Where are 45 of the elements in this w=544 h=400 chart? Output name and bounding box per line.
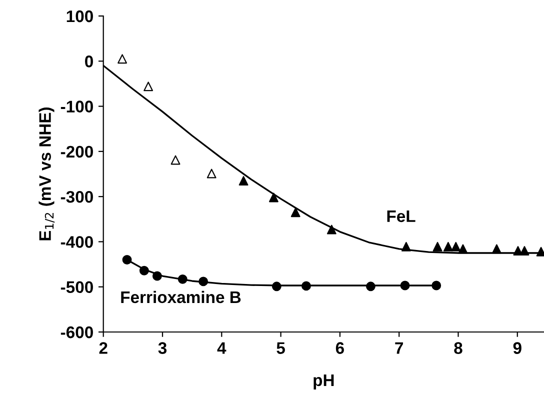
point [326,224,336,234]
y-tick-label: -100 [60,100,93,112]
x-tick-label: 9 [513,342,522,354]
point [139,266,149,276]
x-tick-label: 8 [454,342,462,354]
y-tick-label: -300 [60,190,93,203]
point [400,280,410,290]
y-tick-label: -600 [60,326,93,338]
x-tick-label: 6 [336,342,344,354]
y-tick-label: 100 [66,10,93,22]
point [206,168,216,178]
point [432,242,442,252]
point [492,244,502,254]
point [432,280,442,290]
y-tick-label: -500 [60,281,93,294]
point [451,242,461,252]
point [366,282,376,292]
y-axis-title: E$_{1/2}$ (mV vs NHE) [38,108,55,240]
x-tick-label: 2 [99,342,108,354]
point [178,274,188,284]
point [520,246,530,256]
x-tick-label: 3 [158,342,167,354]
x-tick-label: 5 [276,342,285,354]
point [198,276,208,286]
y-tick-label: -400 [60,236,93,248]
point [272,282,282,292]
series-label: Ferrioxamine B [121,290,241,304]
x-axis-title: pH [314,374,334,390]
x-tick-label: 4 [217,342,226,354]
point [290,208,300,218]
point [238,176,248,186]
y-tick-label: -200 [60,146,93,158]
point [443,242,453,252]
point [302,281,311,291]
x-tick-label: 7 [395,342,403,354]
point [122,255,132,264]
point [458,244,468,254]
point [144,82,154,92]
series-label: FeL [387,210,416,222]
point [118,54,128,64]
point [170,155,180,165]
point [152,271,162,281]
point [401,242,411,252]
y-tick-label: 0 [85,56,93,68]
point [268,192,278,202]
